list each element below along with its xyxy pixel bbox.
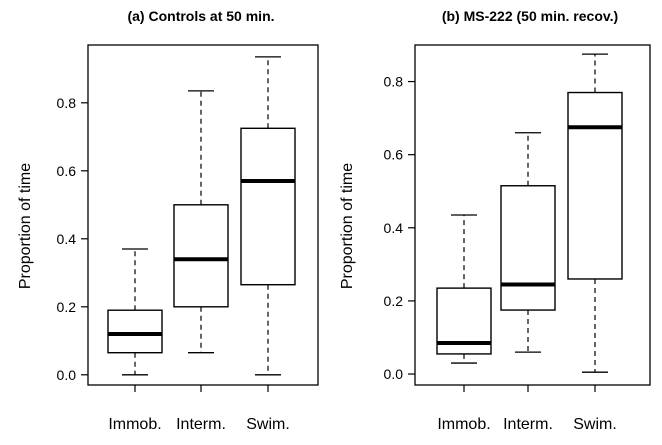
panel-b-box-interm <box>500 132 556 353</box>
panel-a-box-immob-iqr-box <box>107 309 163 354</box>
panel-b-y-tick-label: 0.2 <box>384 293 404 309</box>
panel-a-y-tick-label: 0.0 <box>57 367 77 383</box>
panel-a-box-interm-iqr-box <box>173 204 229 308</box>
panel-a-y-tick-label: 0.8 <box>57 95 77 111</box>
panel-a-plot-frame <box>87 44 319 386</box>
panel-b-plot-frame <box>414 44 651 386</box>
panel-a-y-tick-label: 0.2 <box>57 299 77 315</box>
panel-a-x-tick-label: Swim. <box>246 416 290 433</box>
panel-b-y-tick-label: 0.4 <box>384 220 404 236</box>
panel-b-ylabel: Proportion of time <box>339 163 356 289</box>
panel-a-box-immob <box>107 248 163 376</box>
panel-a-box-interm <box>173 90 229 354</box>
panel-b-y-tick-label: 0.6 <box>384 147 404 163</box>
panel-b-title: (b) MS-222 (50 min. recov.) <box>442 8 618 24</box>
panel-b-x-tick-label: Interm. <box>503 416 553 433</box>
panel-a-y-tick-label: 0.4 <box>57 231 77 247</box>
panel-b-x-tick-label: Immob. <box>437 416 490 433</box>
panel-b-box-swim-iqr-box <box>567 91 623 280</box>
panel-a-box-swim-iqr-box <box>240 127 296 286</box>
panel-a-x-tick-label: Interm. <box>176 416 226 433</box>
panel-a-x-tick-label: Immob. <box>108 416 161 433</box>
panel-a-title: (a) Controls at 50 min. <box>127 8 274 24</box>
panel-b-x-tick-label: Swim. <box>573 416 617 433</box>
panel-b-y-tick-label: 0.8 <box>384 74 404 90</box>
panel-b-y-tick-label: 0.0 <box>384 366 404 382</box>
panel-b-box-interm-iqr-box <box>500 185 556 311</box>
panel-a-y-tick-label: 0.6 <box>57 163 77 179</box>
panel-a-ylabel: Proportion of time <box>17 163 34 289</box>
panel-b-box-swim <box>567 53 623 373</box>
panel-a: (a) Controls at 50 min. Proportion of ti… <box>17 8 319 433</box>
panel-b: (b) MS-222 (50 min. recov.) Proportion o… <box>339 8 651 433</box>
panel-a-box-swim <box>240 56 296 376</box>
panel-b-box-immob <box>436 214 492 364</box>
